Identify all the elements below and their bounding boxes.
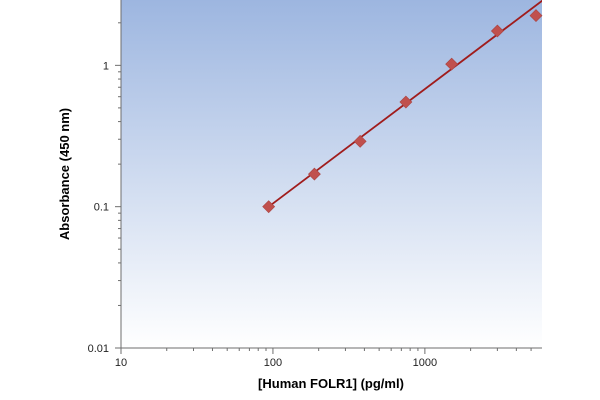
y-tick-label: 0.1 [94,202,109,214]
axes [120,0,542,349]
data-point [399,95,413,109]
plot-area [121,0,542,348]
data-point [307,167,321,181]
x-axis-ticks: 10 100 1000 [115,348,532,369]
y-tick-label: 1 [103,60,109,72]
y-axis-title: Absorbance (450 nm) [57,108,72,240]
data-point [262,200,276,214]
data-point [353,134,367,148]
y-axis-ticks: 0.01 0.1 1 [88,22,121,355]
x-axis-title: [Human FOLR1] (pg/ml) [258,376,404,391]
data-point [529,9,543,23]
x-tick-label: 10 [115,357,127,369]
x-tick-label: 1000 [413,357,437,369]
data-point [445,57,459,71]
y-tick-label: 0.01 [88,343,109,355]
data-point [490,24,504,38]
x-tick-label: 100 [264,357,282,369]
data-points [262,9,543,214]
